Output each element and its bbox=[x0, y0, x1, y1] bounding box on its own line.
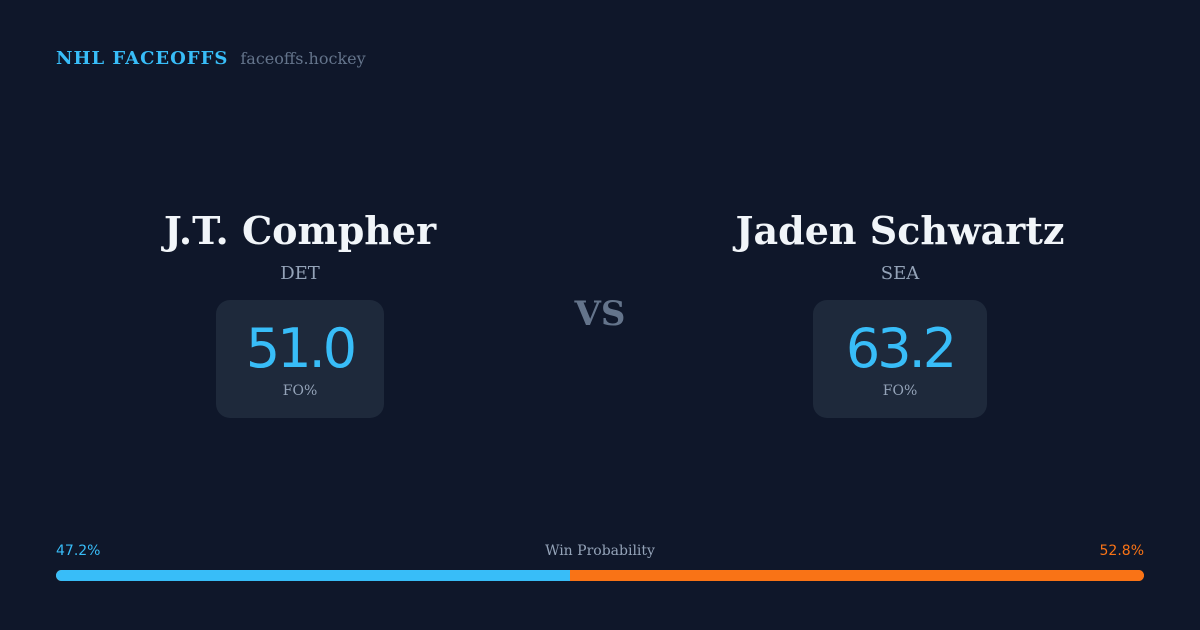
player-team: SEA bbox=[880, 263, 920, 284]
brand-site: faceoffs.hockey bbox=[240, 49, 366, 68]
win-probability-bar bbox=[56, 570, 1144, 581]
win-probability-left-fill bbox=[56, 570, 570, 581]
player-team: DET bbox=[280, 263, 320, 284]
faceoff-percentage: 63.2 bbox=[845, 317, 957, 380]
faceoff-stat-card: 51.0 FO% bbox=[216, 300, 384, 418]
faceoff-label: FO% bbox=[282, 383, 318, 399]
player-right: Jaden Schwartz SEA 63.2 FO% bbox=[600, 205, 1200, 418]
win-probability-right: 52.8% bbox=[1099, 543, 1144, 559]
player-name: Jaden Schwartz bbox=[735, 208, 1065, 253]
vs-label: VS bbox=[574, 294, 626, 334]
brand: NHL FACEOFFS faceoffs.hockey bbox=[56, 48, 366, 69]
brand-title: NHL FACEOFFS bbox=[56, 48, 229, 69]
player-name: J.T. Compher bbox=[163, 208, 437, 253]
faceoff-percentage: 51.0 bbox=[245, 317, 357, 380]
faceoff-stat-card: 63.2 FO% bbox=[813, 300, 987, 418]
player-left: J.T. Compher DET 51.0 FO% bbox=[0, 205, 600, 418]
win-probability-right-fill bbox=[569, 570, 1144, 581]
win-probability-title: Win Probability bbox=[545, 543, 655, 559]
win-probability-left: 47.2% bbox=[56, 543, 101, 559]
faceoff-label: FO% bbox=[882, 383, 918, 399]
